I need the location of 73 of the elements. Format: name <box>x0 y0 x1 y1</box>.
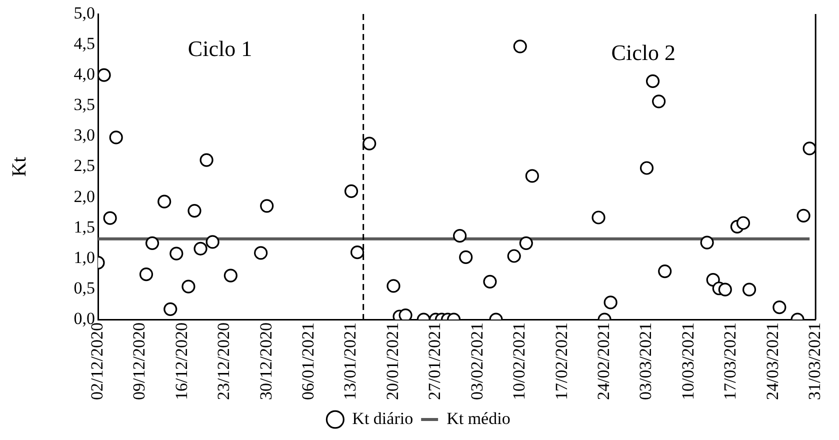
point <box>507 249 521 263</box>
point <box>254 246 268 260</box>
annotation: Ciclo 2 <box>611 40 676 65</box>
point <box>103 211 117 225</box>
point <box>742 282 756 296</box>
legend-label: Kt diário <box>352 408 414 428</box>
point <box>646 74 660 88</box>
point <box>640 161 654 175</box>
x-tick-label: 30/12/2020 <box>256 322 276 400</box>
point <box>513 40 527 54</box>
point <box>802 142 816 156</box>
x-tick-label: 03/02/2021 <box>467 322 486 400</box>
point <box>604 296 618 310</box>
x-tick-label: 16/12/2020 <box>172 322 191 400</box>
y-tick-label: 3,0 <box>74 126 95 145</box>
y-tick-label: 2,5 <box>74 156 95 176</box>
x-tick-label: 23/12/2020 <box>214 322 234 400</box>
point <box>158 194 172 208</box>
point <box>350 246 364 260</box>
x-tick-label: 10/02/2021 <box>510 322 529 400</box>
point <box>344 184 358 198</box>
point <box>772 300 786 314</box>
point <box>206 235 220 249</box>
point <box>592 210 606 224</box>
y-tick-label: 4,5 <box>74 34 95 54</box>
y-axis-title: Kt <box>8 156 30 177</box>
point <box>139 268 154 282</box>
point <box>260 199 274 213</box>
y-tick-label: 4,0 <box>74 64 95 84</box>
y-tick-label: 5,0 <box>74 3 95 22</box>
point <box>519 236 533 250</box>
x-tick-label: 24/03/2021 <box>762 322 782 400</box>
point <box>164 302 178 316</box>
point <box>109 130 123 144</box>
point <box>525 169 539 183</box>
x-tick-label: 13/01/2021 <box>340 322 360 400</box>
x-tick-label: 20/01/2021 <box>382 322 402 400</box>
annotation: Ciclo 1 <box>188 36 252 61</box>
point <box>200 153 214 167</box>
x-tick-label: 17/02/2021 <box>552 322 571 400</box>
x-tick-label: 27/01/2021 <box>425 322 444 400</box>
point <box>652 94 666 108</box>
point <box>362 136 376 150</box>
x-tick-label: 09/12/2020 <box>130 322 149 400</box>
point <box>459 250 473 264</box>
point <box>188 204 202 218</box>
x-tick-label: 24/02/2021 <box>594 322 614 400</box>
x-tick-label: 31/03/2021 <box>805 322 824 400</box>
point <box>483 274 497 288</box>
point <box>736 216 750 230</box>
legend-label: Kt médio <box>446 408 510 428</box>
point <box>658 264 672 278</box>
point <box>398 308 412 320</box>
point <box>145 236 160 250</box>
y-tick-label: 0,5 <box>74 278 95 298</box>
x-tick-label: 06/01/2021 <box>298 322 318 400</box>
x-tick-label: 10/03/2021 <box>678 322 698 400</box>
y-tick-label: 2,0 <box>74 186 95 206</box>
point <box>170 246 184 260</box>
point <box>98 68 111 82</box>
y-tick-label: 1,5 <box>74 217 95 236</box>
point <box>796 208 810 222</box>
point <box>700 236 714 250</box>
y-tick-label: 3,5 <box>74 95 95 114</box>
x-tick-label: 03/03/2021 <box>636 322 656 400</box>
point <box>718 282 732 296</box>
y-tick-label: 1,0 <box>74 248 95 267</box>
point <box>182 280 196 294</box>
point <box>386 279 400 293</box>
point <box>194 242 208 256</box>
x-tick-label: 17/03/2021 <box>720 322 740 400</box>
point <box>224 268 238 282</box>
point <box>453 229 467 243</box>
